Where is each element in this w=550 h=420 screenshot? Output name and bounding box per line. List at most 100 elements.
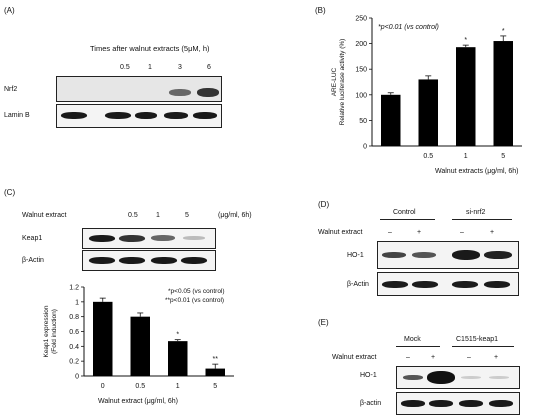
- blot-band: [151, 257, 177, 264]
- panel-e-group-line: [452, 346, 514, 347]
- panel-c-dose-1: 1: [156, 212, 160, 219]
- bar: [418, 79, 438, 146]
- panel-e-row-ho1: HO-1: [360, 372, 377, 379]
- panel-c-blot-actin: [82, 250, 216, 271]
- panel-e-label: (E): [318, 318, 329, 327]
- blot-band: [89, 257, 115, 264]
- panel-c-dose-0: 0.5: [128, 212, 138, 219]
- panel-e-group-keap1: C1515-keap1: [456, 336, 499, 343]
- bar: [130, 316, 150, 376]
- panel-c-chart: 0 0.2 0.4 0.6 0.8 1 1.2 0 0.5 * 1 ** 5 Keap1 expressi…: [43, 285, 234, 390]
- panel-c-row-actin: β-Actin: [22, 257, 44, 264]
- x-tick-label: 0: [101, 383, 105, 390]
- panel-c-header: Walnut extract: [22, 212, 67, 219]
- x-tick-label: 0.5: [423, 153, 433, 160]
- panel-a-blot-nrf2: [56, 76, 222, 102]
- panel-c-blot-keap1: [82, 228, 216, 249]
- significance-marker: *: [464, 37, 467, 44]
- panel-e-sign-0: –: [406, 354, 410, 361]
- blot-band: [193, 112, 217, 119]
- significance-marker: *: [176, 332, 179, 339]
- blot-band: [119, 257, 145, 264]
- x-tick-label: 0.5: [135, 383, 145, 390]
- panel-e-sign-3: +: [494, 354, 499, 361]
- panel-b-chart: 0 50 100 150 200 250 0.5 * 1 * 5 ARE-LUC Relative lu…: [331, 16, 522, 160]
- panel-d-blot-actin: [377, 272, 519, 296]
- blot-band: [489, 376, 509, 379]
- x-tick-label: 1: [176, 383, 180, 390]
- bar: [381, 94, 401, 146]
- panel-d-row-ho1: HO-1: [347, 252, 364, 259]
- y-tick-label: 1.2: [69, 285, 79, 292]
- panel-d-sign-1: +: [417, 229, 422, 236]
- panel-a-time-2: 3: [178, 64, 182, 71]
- y-tick-label: 0.6: [69, 329, 79, 336]
- bar: [205, 368, 225, 376]
- panel-c-note1: *p<0.05 (vs control): [168, 288, 225, 295]
- y-tick-label: 250: [355, 16, 367, 23]
- blot-band: [461, 376, 481, 379]
- panel-e-blot-actin: [396, 392, 520, 415]
- blot-band: [382, 281, 408, 288]
- blot-band: [427, 371, 455, 384]
- blot-band: [452, 250, 480, 260]
- significance-marker: **: [213, 356, 219, 363]
- panel-c-note2: **p<0.01 (vs control): [165, 297, 225, 304]
- blot-band: [401, 400, 425, 407]
- blot-band: [484, 251, 512, 259]
- panel-e-sign-1: +: [431, 354, 436, 361]
- bar: [168, 341, 188, 376]
- x-tick-label: 5: [213, 383, 217, 390]
- y-tick-label: 150: [355, 67, 367, 74]
- y-tick-label: 0: [363, 144, 367, 151]
- blot-band: [403, 375, 423, 380]
- panel-d-blot-ho1: [377, 241, 519, 269]
- blot-band: [169, 89, 191, 96]
- bar: [456, 47, 476, 146]
- y-axis-title-line2: Relative luciferase activity (%): [339, 39, 346, 126]
- panel-c-row-keap1: Keap1: [22, 235, 43, 242]
- blot-band: [412, 252, 436, 258]
- x-tick-label: 1: [464, 153, 468, 160]
- y-tick-label: 0: [75, 374, 79, 381]
- blot-band: [197, 88, 219, 97]
- panel-e-row-actin: β-actin: [360, 400, 382, 407]
- panel-a-header: Times after walnut extracts (5μM, h): [90, 44, 210, 53]
- y-tick-label: 200: [355, 41, 367, 48]
- panel-e-blot-ho1: [396, 366, 520, 389]
- panel-d-group-control: Control: [393, 209, 416, 216]
- panel-a-blot-laminb: [56, 104, 222, 128]
- y-axis-title-line2: (Fold induction): [51, 309, 58, 354]
- blot-band: [183, 236, 205, 240]
- panel-d-sign-0: –: [388, 229, 392, 236]
- panel-e-group-mock: Mock: [404, 336, 421, 343]
- bar: [93, 301, 113, 376]
- blot-band: [105, 112, 131, 119]
- y-tick-label: 100: [355, 92, 367, 99]
- panel-e-treatment: Walnut extract: [332, 354, 377, 361]
- panel-c-label: (C): [4, 188, 16, 197]
- blot-band: [459, 400, 483, 407]
- panel-d-row-actin: β-Actin: [347, 281, 369, 288]
- panel-d-sign-3: +: [490, 229, 495, 236]
- y-tick-label: 0.4: [69, 344, 79, 351]
- panel-a-time-1: 1: [148, 64, 152, 71]
- panel-c-dose-2: 5: [185, 212, 189, 219]
- x-tick-label: 5: [501, 153, 505, 160]
- blot-band: [135, 112, 157, 119]
- y-tick-label: 1: [75, 299, 79, 306]
- panel-a-row-nrf2: Nrf2: [4, 86, 18, 93]
- panel-e-sign-2: –: [467, 354, 471, 361]
- panel-d-group-line: [380, 219, 435, 220]
- panel-d-group-line: [452, 219, 512, 220]
- panel-b-label: (B): [315, 6, 326, 15]
- blot-band: [89, 235, 115, 242]
- y-tick-label: 0.2: [69, 359, 79, 366]
- blot-band: [61, 112, 87, 119]
- significance-marker: *: [502, 28, 505, 35]
- panel-d-group-sinrf2: si-nrf2: [466, 209, 486, 216]
- blot-band: [489, 400, 513, 407]
- panel-b-note: *p<0.01 (vs control): [378, 24, 439, 31]
- panel-a-time-3: 6: [207, 64, 211, 71]
- blot-band: [119, 235, 145, 242]
